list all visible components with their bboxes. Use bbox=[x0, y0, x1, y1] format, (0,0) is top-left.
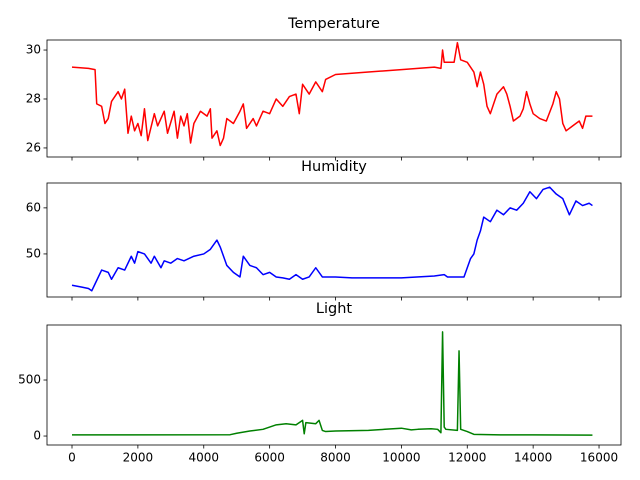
x-tick-label: 6000 bbox=[254, 451, 285, 465]
axes-frame bbox=[46, 39, 622, 158]
y-tick-label: 28 bbox=[26, 91, 41, 105]
y-tick-label: 0 bbox=[33, 429, 41, 443]
axes-frame bbox=[46, 182, 622, 298]
chart-title: Light bbox=[316, 301, 353, 317]
y-tick-label: 60 bbox=[26, 200, 41, 214]
data-line bbox=[71, 186, 593, 292]
y-tick-label: 26 bbox=[26, 140, 41, 154]
x-tick-label: 4000 bbox=[188, 451, 219, 465]
x-tick-label: 0 bbox=[68, 451, 76, 465]
data-line bbox=[71, 41, 593, 147]
x-tick-label: 8000 bbox=[320, 451, 351, 465]
x-tick-label: 2000 bbox=[123, 451, 154, 465]
y-tick-label: 30 bbox=[26, 43, 41, 57]
y-tick-label: 50 bbox=[26, 246, 41, 260]
chart-title: Humidity bbox=[301, 159, 367, 175]
x-tick-label: 10000 bbox=[382, 451, 420, 465]
x-tick-label: 14000 bbox=[514, 451, 552, 465]
data-line bbox=[71, 331, 593, 436]
x-tick-label: 16000 bbox=[580, 451, 618, 465]
chart-title: Temperature bbox=[287, 16, 380, 32]
y-tick-label: 500 bbox=[18, 373, 41, 387]
x-tick-label: 12000 bbox=[448, 451, 486, 465]
axes-frame bbox=[46, 324, 622, 446]
